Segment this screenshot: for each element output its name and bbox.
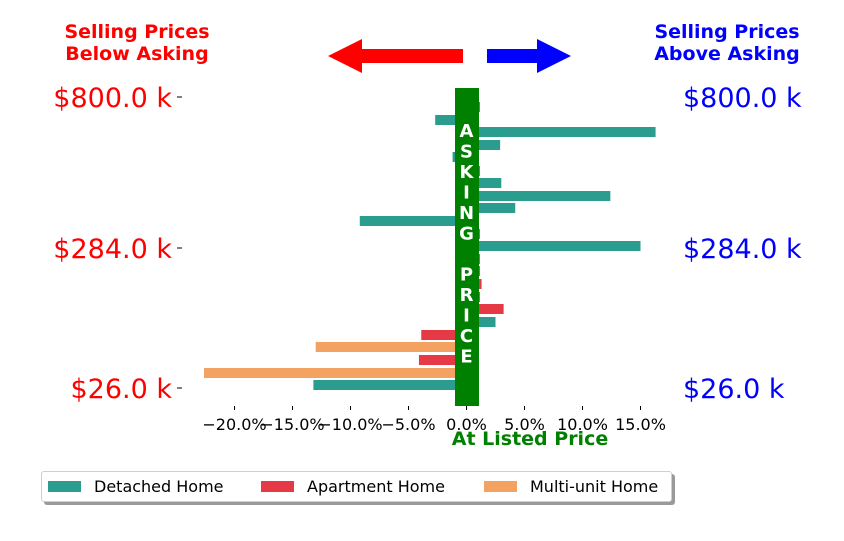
legend-item-apartment-home: Apartment Home: [261, 477, 445, 496]
band-letter: E: [460, 347, 472, 368]
y-tick-label-left: $800.0 k: [53, 83, 172, 114]
legend-item-detached-home: Detached Home: [48, 477, 224, 496]
header-titles: Selling Prices Below Asking Selling Pric…: [64, 21, 799, 65]
legend-swatch: [484, 481, 517, 492]
bar-multi-unit-home: [315, 342, 467, 352]
y-tick-label-left: $26.0 k: [70, 374, 172, 405]
band-letter: N: [459, 203, 474, 224]
x-tick-label: 15.0%: [615, 415, 666, 434]
band-letter: S: [460, 142, 473, 163]
x-tick-label: −15.0%: [260, 415, 324, 434]
x-tick-label: 10.0%: [557, 415, 608, 434]
y-tick-label-right: $284.0 k: [683, 234, 802, 265]
x-tick-label: 5.0%: [504, 415, 545, 434]
legend-item-multi-unit-home: Multi-unit Home: [484, 477, 658, 496]
legend-swatch: [261, 481, 294, 492]
legend-swatch: [48, 481, 81, 492]
bar-apartment-home: [418, 355, 467, 365]
bars: [204, 102, 656, 390]
x-tick-label: 0.0%: [446, 415, 487, 434]
bar-detached-home: [466, 317, 496, 327]
band-letter: G: [459, 224, 474, 245]
legend: Detached Home Apartment Home Multi-unit …: [41, 471, 672, 502]
bar-multi-unit-home: [204, 368, 467, 378]
legend-label: Multi-unit Home: [530, 477, 659, 496]
band-letter: I: [463, 306, 470, 327]
legend-label: Detached Home: [94, 477, 224, 496]
band-letter: C: [460, 326, 473, 347]
bar-detached-home: [359, 216, 467, 226]
right-title-line2: Above Asking: [654, 43, 800, 65]
left-title-line1: Selling Prices: [64, 21, 209, 43]
bar-apartment-home: [466, 304, 504, 314]
right-arrow-icon: [487, 39, 571, 73]
y-tick-label-left: $284.0 k: [53, 234, 172, 265]
band-letter: I: [463, 183, 470, 204]
left-arrow-icon: [328, 39, 463, 73]
x-axis-ticks: −20.0%−15.0%−10.0%−5.0% 0.0% 5.0% 10.0% 15.0…: [202, 406, 666, 434]
y-tick-label-right: $26.0 k: [683, 374, 785, 405]
band-letter: K: [460, 162, 475, 183]
x-tick-label: −10.0%: [318, 415, 382, 434]
left-title-line2: Below Asking: [65, 43, 208, 65]
y-tick-labels: $800.0 k $284.0 k $26.0 k $800.0 k $284.0 k $…: [53, 83, 802, 405]
band-letter: R: [460, 285, 474, 306]
bar-detached-home: [466, 203, 516, 213]
x-axis-label: At Listed Price: [452, 428, 608, 450]
bar-detached-home: [435, 115, 467, 125]
band-letter: A: [460, 121, 474, 142]
bar-detached-home: [466, 127, 656, 137]
right-title-line1: Selling Prices: [654, 21, 799, 43]
asking-price-band: [455, 88, 479, 406]
x-tick-label: −20.0%: [202, 415, 266, 434]
bar-detached-home: [466, 241, 641, 251]
bar-detached-home: [466, 178, 502, 188]
legend-label: Apartment Home: [307, 477, 445, 496]
bar-apartment-home: [421, 330, 467, 340]
band-letter: P: [460, 265, 473, 286]
bar-detached-home: [313, 380, 467, 390]
y-tick-label-right: $800.0 k: [683, 83, 802, 114]
x-tick-label: −5.0%: [381, 415, 435, 434]
bar-detached-home: [466, 140, 501, 150]
bar-detached-home: [466, 191, 611, 201]
